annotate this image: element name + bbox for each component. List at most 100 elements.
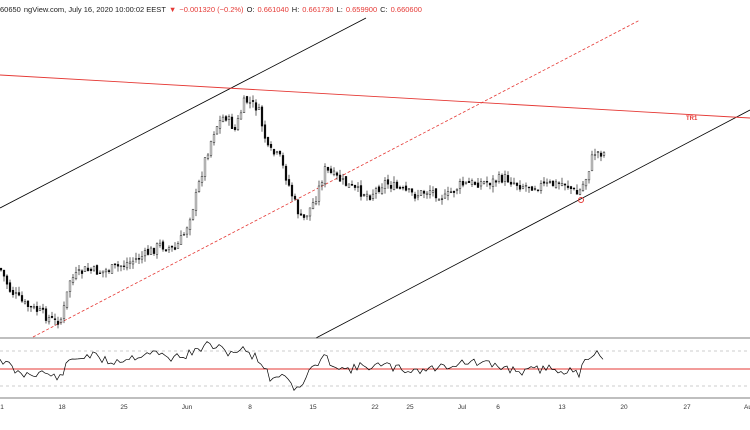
candle-body — [113, 263, 117, 266]
candle-body — [467, 180, 471, 183]
candle-body — [230, 116, 234, 129]
candle-body — [134, 258, 138, 260]
candle-body — [347, 183, 351, 188]
candle-body — [530, 186, 534, 191]
candle-body — [422, 190, 426, 194]
candle-body — [155, 243, 159, 255]
candle-body — [161, 241, 165, 250]
candle-body — [14, 292, 18, 294]
candle-body — [362, 194, 366, 196]
candle-body — [272, 149, 276, 155]
candle-body — [593, 154, 597, 156]
candle-body — [359, 185, 363, 197]
candle-body — [431, 190, 435, 193]
candle-body — [389, 184, 393, 189]
candle-body — [188, 219, 192, 230]
candle-body — [386, 179, 390, 185]
candle-body — [242, 97, 246, 114]
candle-body — [563, 183, 567, 186]
candle-body — [524, 185, 528, 187]
rsi-line — [0, 341, 604, 391]
candle-body — [449, 191, 453, 193]
candle-body — [488, 182, 492, 186]
candle-body — [275, 151, 279, 154]
candle-body — [89, 268, 93, 271]
candle-body — [434, 188, 438, 199]
candle-body — [515, 182, 519, 186]
candle-body — [332, 170, 336, 175]
candle-body — [65, 291, 69, 308]
x-tick-label: Au — [744, 404, 750, 411]
candle-body — [380, 187, 384, 194]
candle-body — [404, 185, 408, 191]
x-tick-label: 22 — [371, 404, 379, 411]
candle-body — [17, 292, 21, 296]
candle-body — [461, 181, 465, 186]
candle-body — [8, 282, 12, 292]
candle-body — [284, 165, 288, 181]
open-label: O: — [246, 4, 255, 14]
candle-body — [557, 182, 561, 184]
candle-body — [98, 272, 102, 274]
x-tick-label: 20 — [620, 404, 628, 411]
candle-body — [86, 267, 90, 271]
candle-body — [377, 186, 381, 192]
candle-body — [470, 180, 474, 185]
candle-body — [233, 127, 237, 130]
x-tick-label: 15 — [309, 404, 317, 411]
candle-body — [473, 181, 477, 185]
candle-body — [500, 174, 504, 183]
candle-body — [182, 233, 186, 236]
candle-body — [32, 306, 36, 309]
candle-body — [551, 180, 555, 186]
symbol-fragment: 60650 — [0, 4, 21, 14]
x-tick-label: 8 — [248, 404, 252, 411]
candle-body — [374, 188, 378, 194]
candle-body — [440, 198, 444, 200]
channel-midline — [32, 19, 641, 338]
candle-body — [545, 182, 549, 184]
candle-body — [290, 184, 294, 197]
candle-body — [245, 96, 249, 103]
low-value: 0.659900 — [345, 4, 378, 14]
candle-body — [278, 150, 282, 155]
candle-body — [494, 180, 498, 183]
candle-body — [452, 190, 456, 193]
candle-body — [152, 247, 156, 254]
candle-body — [599, 152, 603, 157]
candle-body — [479, 181, 483, 187]
candle-body — [536, 189, 540, 191]
candle-body — [590, 154, 594, 171]
change-arrow-icon: ▼ — [168, 4, 177, 14]
candle-body — [518, 185, 522, 190]
candle-body — [344, 176, 348, 186]
candle-body — [539, 183, 543, 192]
candle-body — [554, 181, 558, 188]
candle-body — [47, 317, 51, 323]
candle-body — [176, 243, 180, 249]
candle-body — [269, 143, 273, 148]
resistance-line-tr1 — [0, 74, 750, 119]
candle-body — [41, 307, 45, 310]
candle-body — [29, 306, 33, 308]
candle-body — [584, 179, 588, 187]
candle-body — [143, 250, 147, 257]
chart-header: 60650 ngView.com, July 16, 2020 10:00:02… — [0, 2, 425, 16]
candle-body — [521, 186, 525, 189]
candle-body — [323, 166, 327, 185]
candle-body — [158, 242, 162, 246]
candle-body — [59, 318, 63, 323]
candle-body — [23, 301, 27, 304]
candle-body — [224, 116, 228, 121]
candle-body — [497, 174, 501, 182]
candle-body — [140, 256, 144, 260]
candle-body — [296, 199, 300, 215]
candle-body — [215, 126, 219, 135]
candle-body — [50, 316, 54, 318]
candle-body — [257, 107, 261, 110]
candle-body — [395, 181, 399, 189]
candle-body — [308, 207, 312, 217]
x-tick-label: 25 — [406, 404, 414, 411]
candle-body — [77, 269, 81, 272]
